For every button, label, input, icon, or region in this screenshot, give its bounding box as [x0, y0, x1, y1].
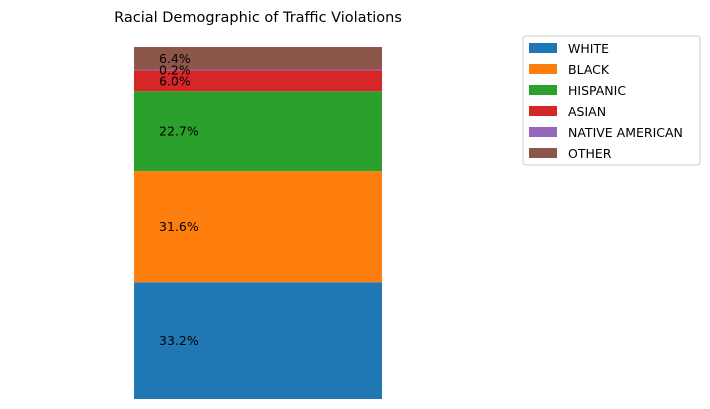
bar-segment-asian: [134, 70, 382, 92]
legend-frame: [522, 35, 701, 166]
stacked-bar: [134, 47, 382, 399]
legend-swatch: [529, 148, 557, 158]
segment-label-hispanic: 22.7%: [159, 124, 199, 139]
legend-item-hispanic: HISPANIC: [529, 83, 626, 98]
legend-swatch: [529, 106, 557, 116]
legend-swatch: [529, 127, 557, 137]
legend-item-white: WHITE: [529, 41, 609, 56]
legend-swatch: [529, 85, 557, 95]
legend-swatch: [529, 43, 557, 53]
legend-item-other: OTHER: [529, 146, 612, 161]
legend-item-native-american: NATIVE AMERICAN: [529, 125, 683, 140]
legend-swatch: [529, 64, 557, 74]
segment-label-asian: 6.0%: [159, 73, 191, 88]
bar-segment-black: [134, 171, 382, 283]
bar-segment-other: [134, 47, 382, 70]
legend-item-asian: ASIAN: [529, 104, 606, 119]
legend-label: WHITE: [568, 41, 609, 56]
bar-segment-native-american: [134, 69, 382, 71]
legend-label: OTHER: [568, 146, 612, 161]
chart-title: Racial Demographic of Traffic Violations: [114, 10, 402, 26]
bar-segment-white: [134, 282, 382, 399]
segment-label-white: 33.2%: [159, 333, 199, 348]
segment-label-native-american: 0.2%: [159, 62, 191, 77]
legend-label: BLACK: [568, 62, 610, 77]
legend-label: HISPANIC: [568, 83, 626, 98]
segment-labels: 33.2% 31.6% 22.7% 6.0%0.2%6.4%: [159, 51, 199, 348]
legend-label: NATIVE AMERICAN: [568, 125, 683, 140]
legend-label: ASIAN: [568, 104, 606, 119]
segment-label-black: 31.6%: [159, 219, 199, 234]
bar-segment-hispanic: [134, 91, 382, 172]
legend-item-black: BLACK: [529, 62, 610, 77]
segment-label-other: 6.4%: [159, 51, 191, 66]
legend: WHITE BLACK HISPANIC ASIAN NATIVE AMERICAN OT…: [522, 35, 701, 166]
